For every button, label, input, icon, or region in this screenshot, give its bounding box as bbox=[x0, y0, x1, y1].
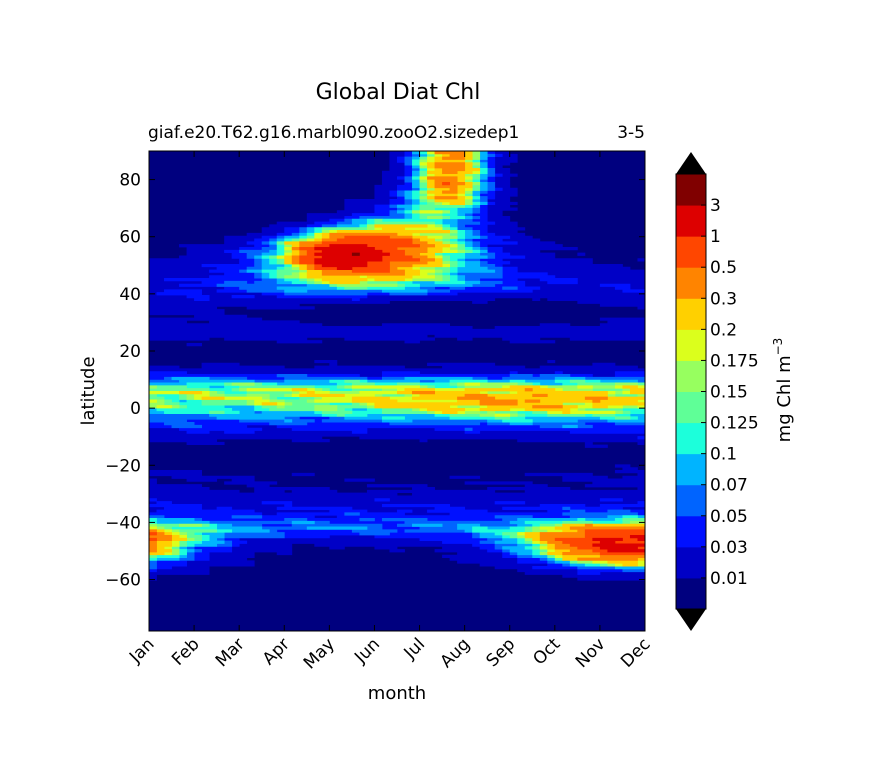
chart-subtitle-range: 3-5 bbox=[617, 123, 645, 143]
colorbar-label: mg Chl m−3 bbox=[771, 338, 795, 443]
colorbar-swatch bbox=[676, 329, 706, 361]
colorbar-tick-label: 0.1 bbox=[710, 445, 737, 465]
colorbar-swatch bbox=[676, 391, 706, 424]
colorbar-tick-label: 0.175 bbox=[710, 351, 759, 371]
contour-fills bbox=[149, 151, 645, 581]
x-tick-label: Nov bbox=[572, 634, 610, 672]
x-tick-label: Oct bbox=[529, 634, 564, 669]
y-tick-label: −20 bbox=[105, 456, 141, 476]
plot-frame bbox=[148, 150, 646, 632]
colorbar-swatch bbox=[676, 546, 706, 579]
y-axis: 80 60 40 20 0 −20 −40 −60 bbox=[105, 171, 645, 591]
colorbar-swatch bbox=[676, 174, 706, 206]
colorbar-tick-label: 0.01 bbox=[710, 569, 748, 589]
colorbar-extend-min bbox=[676, 609, 706, 631]
colorbar-tick-label: 0.07 bbox=[710, 476, 748, 496]
colorbar-tick-label: 0.2 bbox=[710, 320, 737, 340]
y-tick-label: −60 bbox=[105, 571, 141, 591]
y-tick-label: 20 bbox=[119, 342, 141, 362]
colorbar-tick-label: 1 bbox=[710, 227, 721, 247]
y-tick-label: 80 bbox=[119, 171, 141, 191]
colorbar-swatch bbox=[676, 484, 706, 517]
contour-level-6 bbox=[149, 153, 645, 567]
colorbar-swatch bbox=[676, 422, 706, 455]
colorbar-swatch bbox=[676, 577, 706, 610]
colorbar-tick-label: 0.125 bbox=[710, 414, 759, 434]
x-tick-label: Feb bbox=[168, 634, 203, 669]
plot-area: Jan Feb Mar Apr May Jun Jul Aug Sep Oct Nov Dec 80 6… bbox=[105, 150, 655, 673]
colorbar-tick-label: 0.03 bbox=[710, 538, 748, 558]
chart-title: Global Diat Chl bbox=[316, 80, 481, 105]
contour-level-2 bbox=[149, 151, 645, 575]
colorbar: 0.01 0.03 0.05 0.07 0.1 0.125 0.15 0.175 0.2 0.3 0… bbox=[675, 152, 759, 631]
contour-level-7 bbox=[149, 151, 645, 567]
contour-level-13 bbox=[351, 252, 360, 256]
x-tick-label: Jun bbox=[350, 634, 384, 668]
colorbar-swatch bbox=[676, 205, 706, 237]
x-tick-label: Jan bbox=[125, 634, 158, 667]
x-tick-label: Sep bbox=[482, 634, 519, 671]
contour-level-11 bbox=[149, 182, 645, 556]
colorbar-tick-label: 3 bbox=[710, 196, 721, 216]
x-tick-label: Dec bbox=[617, 634, 654, 671]
colorbar-swatch bbox=[676, 267, 706, 299]
colorbar-swatch bbox=[676, 515, 706, 548]
y-axis-label: latitude bbox=[78, 356, 99, 425]
colorbar-extend-max bbox=[676, 152, 706, 174]
colorbar-swatch bbox=[676, 453, 706, 486]
x-tick-label: Mar bbox=[212, 634, 249, 671]
colorbar-tick-label: 0.15 bbox=[710, 383, 748, 403]
x-tick-label: May bbox=[300, 634, 339, 673]
x-axis-label: month bbox=[368, 683, 426, 704]
y-tick-label: −40 bbox=[105, 513, 141, 533]
y-tick-label: 60 bbox=[119, 228, 141, 248]
contour-level-10 bbox=[149, 151, 645, 561]
chart-subtitle: giaf.e20.T62.g16.marbl090.zooO2.sizedep1 bbox=[148, 123, 519, 143]
colorbar-tick-label: 0.05 bbox=[710, 507, 748, 527]
x-tick-label: Jul bbox=[400, 634, 429, 663]
colorbar-swatch bbox=[676, 360, 706, 392]
colorbar-tick-label: 0.5 bbox=[710, 258, 737, 278]
colorbar-swatch bbox=[676, 298, 706, 330]
colorbar-swatch bbox=[676, 236, 706, 268]
colorbar-tick-label: 0.3 bbox=[710, 289, 737, 309]
x-tick-label: Aug bbox=[437, 634, 475, 672]
y-tick-label: 0 bbox=[130, 399, 141, 419]
y-tick-label: 40 bbox=[119, 285, 141, 305]
x-tick-label: Apr bbox=[259, 634, 294, 669]
